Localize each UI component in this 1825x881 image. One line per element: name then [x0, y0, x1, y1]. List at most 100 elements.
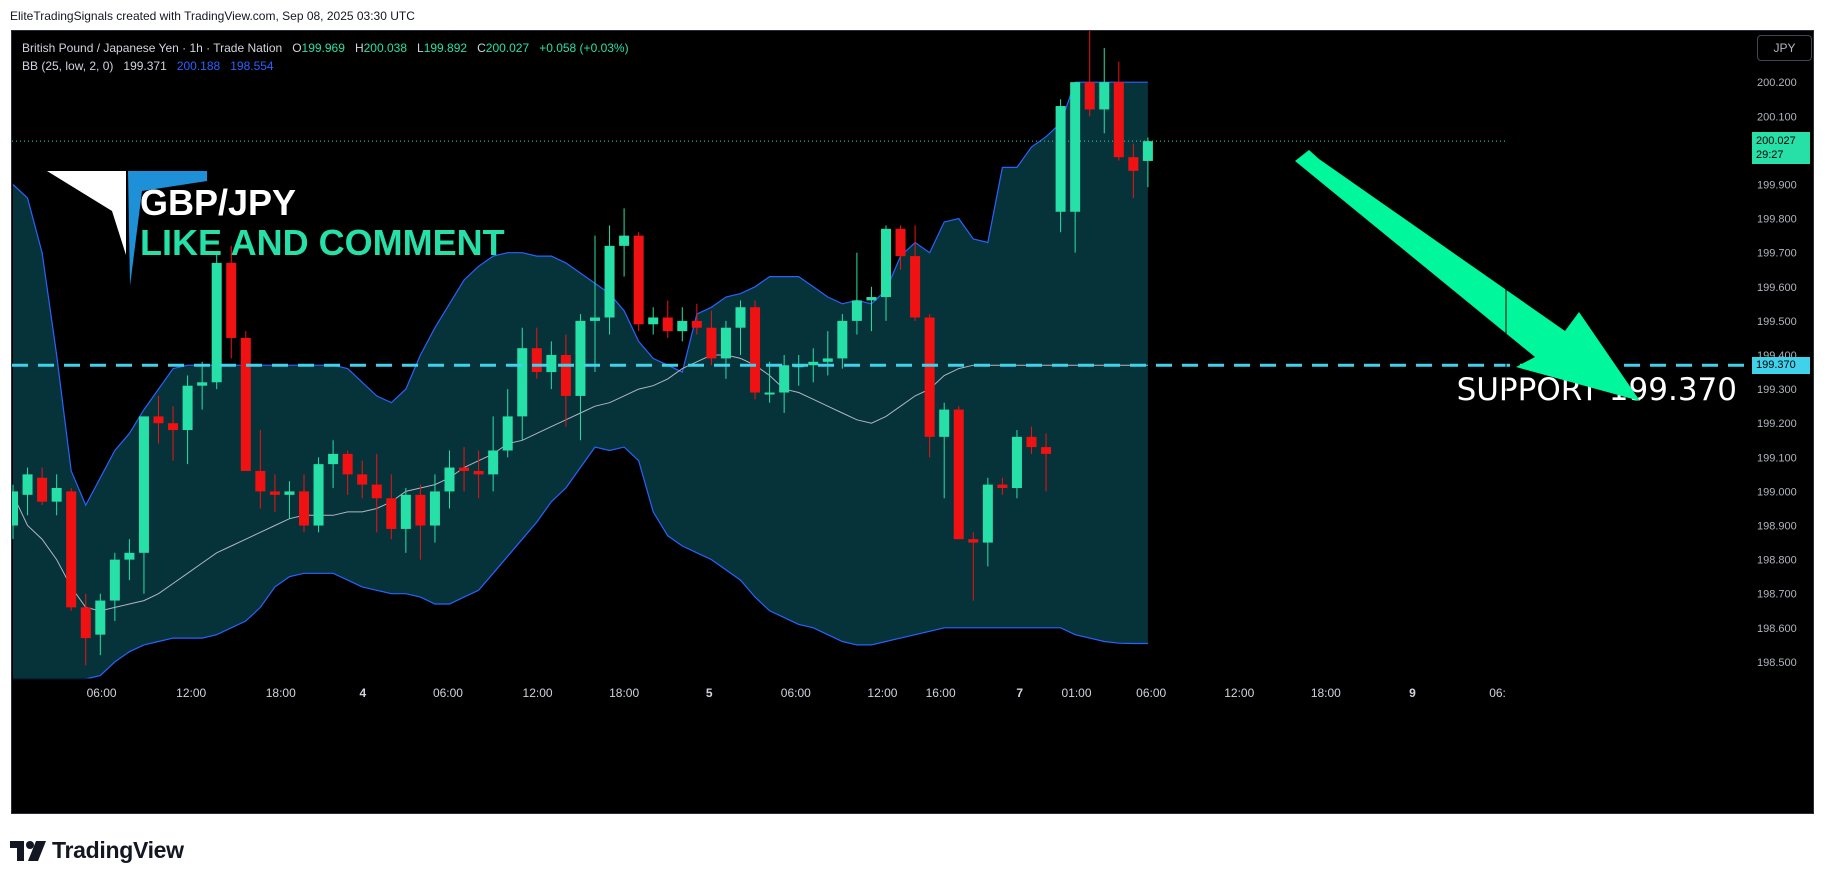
- candle: [822, 331, 833, 376]
- candle-body: [779, 365, 790, 393]
- candle: [837, 314, 848, 369]
- candle-body: [691, 320, 702, 328]
- y-tick-label: 199.100: [1757, 452, 1797, 464]
- chart-legend: British Pound / Japanese Yen · 1h · Trad…: [22, 39, 629, 75]
- candle: [764, 361, 775, 403]
- candle-body: [138, 416, 149, 553]
- legend-high-value: 200.038: [363, 41, 407, 55]
- candle: [488, 416, 499, 492]
- candle-body: [1055, 106, 1066, 212]
- candle-body: [648, 317, 659, 325]
- candle-body: [429, 491, 440, 526]
- candle-body: [80, 607, 91, 639]
- candle: [662, 300, 673, 338]
- legend-high-label: H: [354, 41, 364, 55]
- candle-body: [1142, 141, 1153, 161]
- candle: [750, 300, 761, 400]
- candle: [328, 440, 339, 489]
- candle: [1099, 48, 1110, 134]
- candle-body: [939, 409, 950, 437]
- x-tick-label: 12:00: [176, 686, 206, 700]
- candle: [648, 307, 659, 335]
- candle: [968, 532, 979, 601]
- candle: [37, 467, 48, 506]
- candle: [124, 539, 135, 581]
- legend-low-label: L: [417, 41, 424, 55]
- candle: [1128, 143, 1139, 199]
- candle: [1084, 31, 1095, 117]
- candle: [1142, 137, 1153, 188]
- candle: [633, 232, 644, 332]
- candle-body: [1084, 82, 1095, 110]
- candle: [619, 208, 630, 277]
- currency-button[interactable]: JPY: [1757, 35, 1812, 61]
- candle-body: [1099, 82, 1110, 110]
- y-tick-label: 198.800: [1757, 555, 1797, 567]
- candle: [182, 375, 193, 465]
- candle: [779, 355, 790, 413]
- candle-body: [313, 464, 324, 526]
- candle: [269, 474, 280, 512]
- candle-body: [182, 385, 193, 431]
- legend-bb-upper: 200.188: [176, 59, 221, 73]
- candle: [313, 457, 324, 533]
- legend-bb-basis: 199.371: [123, 59, 167, 73]
- x-tick-label: 06:00: [87, 686, 117, 700]
- x-tick-label: 7: [1016, 686, 1023, 700]
- current-price-tag: 200.027 29:27: [1752, 132, 1810, 165]
- candle: [80, 593, 91, 666]
- candle-body: [66, 491, 77, 608]
- legend-bb-label[interactable]: BB (25, low, 2, 0): [22, 59, 114, 73]
- candle: [720, 320, 731, 379]
- candle-body: [633, 235, 644, 325]
- candle-body: [575, 320, 586, 396]
- candle: [51, 474, 62, 516]
- candle: [982, 477, 993, 567]
- candle-body: [211, 262, 222, 383]
- tradingview-logo[interactable]: TradingView: [10, 837, 184, 864]
- candle: [895, 225, 906, 270]
- x-tick-label: 9: [1409, 686, 1416, 700]
- candle-body: [255, 470, 266, 492]
- candle: [284, 481, 295, 519]
- candle-body: [124, 552, 135, 560]
- candle-body: [371, 484, 382, 499]
- y-tick-label: 199.200: [1757, 418, 1797, 430]
- candle-body: [1113, 82, 1124, 158]
- x-tick-label: 18:00: [1311, 686, 1341, 700]
- candle: [197, 361, 208, 410]
- candle-body: [197, 382, 208, 386]
- candle: [415, 484, 426, 560]
- candle-body: [997, 484, 1008, 489]
- candle: [1011, 430, 1022, 499]
- y-tick-label: 199.600: [1757, 282, 1797, 294]
- candle: [299, 474, 309, 533]
- candle-body: [153, 416, 164, 424]
- candle: [22, 467, 33, 516]
- candle-body: [968, 539, 979, 543]
- candle-body: [226, 262, 237, 338]
- candle-body: [706, 327, 717, 359]
- y-tick-label: 199.300: [1757, 384, 1797, 396]
- candle-body: [415, 494, 426, 526]
- x-tick-label: 16:00: [926, 686, 956, 700]
- x-tick-label: 06:00: [781, 686, 811, 700]
- current-price-value: 200.027: [1756, 135, 1796, 148]
- bollinger-lower-line: [13, 446, 1148, 680]
- y-tick-label: 200.100: [1757, 111, 1797, 123]
- legend-close-label: C: [477, 41, 486, 55]
- candle-body: [750, 307, 761, 393]
- overlay-pair: GBP/JPY: [140, 182, 296, 223]
- candle-body: [590, 317, 600, 321]
- candle-body: [560, 355, 571, 396]
- chart-area[interactable]: SUPPORT 199.370 GBP/JPY LIKE AND COMMENT 19…: [11, 30, 1814, 814]
- legend-symbol[interactable]: British Pound / Japanese Yen · 1h · Trad…: [22, 41, 283, 55]
- candle: [153, 395, 164, 444]
- target-arrow: [1295, 150, 1640, 401]
- brand-logo-blue: [128, 171, 207, 286]
- candle-body: [240, 337, 251, 471]
- candle-body: [546, 355, 557, 373]
- overlay-cta: LIKE AND COMMENT: [140, 222, 505, 263]
- candle-body: [109, 559, 120, 601]
